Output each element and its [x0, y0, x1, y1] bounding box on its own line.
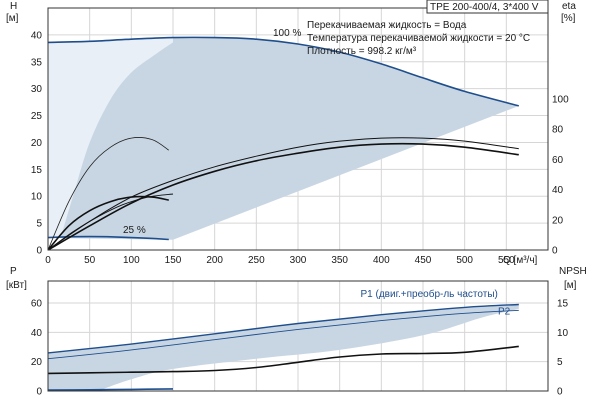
curve-label: 100 % — [273, 28, 301, 39]
power-tick-label: 60 — [31, 299, 43, 310]
chart-title: TPE 200-400/4, 3*400 V — [430, 2, 539, 13]
curve-label: 25 % — [123, 225, 146, 236]
power-npsh-panel: 0 20 40 60 0 5 10 15 P [кВт] NPSH [м] P1 (двиг… — [6, 266, 587, 398]
curve-eta-thick — [48, 195, 169, 250]
head-efficiency-panel: 0 50 100 150 200 250 300 350 400 450 500 550 051015… — [6, 0, 576, 266]
npsh-tick-label: 10 — [557, 328, 569, 339]
eta-tick-label: 60 — [552, 155, 564, 166]
top-y-ticks-left: 0 5 10 15 20 25 30 35 40 — [31, 30, 43, 256]
head-tick-label: 5 — [36, 219, 42, 230]
operating-range-area — [60, 37, 519, 240]
top-curve-labels: 100 % 25 % — [123, 28, 301, 236]
head-tick-label: 20 — [31, 138, 43, 149]
title-box — [426, 0, 549, 14]
curve-npsh — [48, 345, 519, 375]
head-tick-label: 40 — [31, 30, 43, 41]
bottom-curve-labels: P1 (двиг.+преобр-ль частоты)P2 — [361, 288, 511, 318]
top-plot-frame — [47, 7, 549, 251]
x-tick-label: 550 — [498, 255, 515, 266]
x-tick-label: 500 — [456, 255, 473, 266]
power-axis-unit: [кВт] — [6, 280, 27, 291]
x-tick-label: 200 — [206, 255, 223, 266]
bottom-plot-frame — [47, 280, 549, 392]
curve-eta-thin — [48, 137, 170, 250]
head-tick-label: 10 — [31, 192, 43, 203]
curve-label: P2 — [498, 307, 511, 318]
x-tick-label: 250 — [248, 255, 265, 266]
curve-eta-total-thick-small — [48, 193, 174, 250]
power-axis-label: P — [10, 266, 17, 277]
eta-axis-label: eta — [562, 1, 576, 12]
x-tick-label: 400 — [373, 255, 390, 266]
eta-tick-label: 0 — [552, 246, 558, 257]
curve-head-100 — [48, 36, 520, 107]
eta-tick-label: 100 — [552, 94, 569, 105]
bottom-y-ticks-left: 0 20 40 60 — [31, 299, 43, 398]
curve-eta-lower — [48, 142, 519, 250]
x-tick-label: 100 — [123, 255, 140, 266]
curve-p2 — [48, 309, 519, 360]
curve-label: P1 (двиг.+преобр-ль частоты) — [361, 288, 498, 300]
eta-axis-unit: [%] — [561, 13, 576, 24]
top-x-ticks: 0 50 100 150 200 250 300 350 400 450 500 550 — [45, 255, 515, 266]
info-line-fluid: Перекачиваемая жидкость = Вода — [307, 20, 467, 31]
head-tick-label: 35 — [31, 57, 43, 68]
x-tick-label: 450 — [415, 255, 432, 266]
head-tick-label: 25 — [31, 111, 43, 122]
top-curves — [48, 36, 520, 250]
x-tick-label: 300 — [290, 255, 307, 266]
curve-p1 — [48, 303, 519, 354]
x-tick-label: 150 — [165, 255, 182, 266]
info-line-temperature: Температура перекачиваемой жидкости = 20… — [307, 33, 530, 44]
head-tick-label: 15 — [31, 165, 43, 176]
npsh-axis-label: NPSH — [559, 266, 587, 277]
power-operating-area — [48, 304, 519, 391]
npsh-axis-unit: [м] — [564, 280, 577, 291]
power-tick-label: 20 — [31, 357, 43, 368]
x-tick-label: 0 — [45, 255, 51, 266]
top-y-ticks-right: 0 20 40 60 80 100 — [552, 94, 569, 256]
head-tick-label: 30 — [31, 84, 43, 95]
flow-axis-label: Q [м³/ч] — [503, 255, 538, 266]
head-axis-label: H — [10, 1, 17, 12]
head-axis-unit: [м] — [6, 13, 19, 24]
info-line-density: Плотность = 998.2 кг/м³ — [307, 46, 417, 57]
head-tick-label: 0 — [36, 246, 42, 257]
power-tick-label: 40 — [31, 328, 43, 339]
bottom-y-ticks-right: 0 5 10 15 — [557, 299, 569, 398]
npsh-tick-label: 0 — [557, 387, 563, 398]
eta-tick-label: 80 — [552, 125, 564, 136]
curve-p-25 — [48, 388, 174, 391]
eta-tick-label: 40 — [552, 185, 564, 196]
curve-head-25 — [48, 235, 169, 241]
npsh-tick-label: 5 — [557, 357, 563, 368]
power-tick-label: 0 — [36, 387, 42, 398]
eta-tick-label: 20 — [552, 215, 564, 226]
curve-eta-upper — [48, 137, 519, 250]
bottom-curves — [48, 303, 519, 391]
npsh-tick-label: 15 — [557, 299, 569, 310]
x-tick-label: 350 — [331, 255, 348, 266]
x-tick-label: 50 — [84, 255, 96, 266]
